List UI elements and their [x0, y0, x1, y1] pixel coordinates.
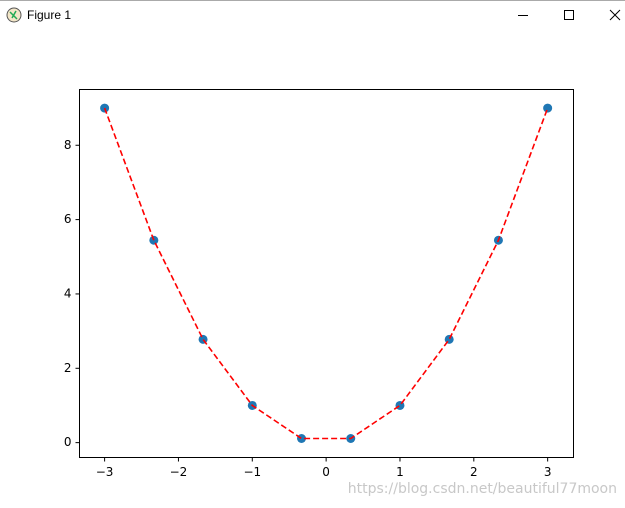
- x-tick-label: 3: [544, 465, 552, 479]
- y-tick-label: 6: [64, 212, 72, 226]
- y-tick-label: 4: [64, 286, 72, 300]
- x-tick-label: −3: [96, 465, 114, 479]
- x-tick-label: 0: [322, 465, 330, 479]
- x-tick-label: 1: [396, 465, 404, 479]
- point: [149, 235, 159, 245]
- point: [543, 103, 553, 113]
- app-icon: [6, 7, 22, 23]
- maximize-button[interactable]: [564, 10, 574, 20]
- y-tick-label: 8: [64, 138, 72, 152]
- watermark: https://blog.csdn.net/beautiful77moon: [348, 481, 617, 497]
- x-tick-label: 2: [470, 465, 478, 479]
- x-tick-label: −1: [243, 465, 261, 479]
- window-title: Figure 1: [27, 8, 71, 22]
- x-tick-label: −2: [170, 465, 188, 479]
- y-tick-label: 0: [64, 435, 72, 449]
- close-button[interactable]: [609, 9, 621, 21]
- y-tick-label: 2: [64, 361, 72, 375]
- line: [103, 107, 549, 440]
- plot-area: [79, 89, 574, 458]
